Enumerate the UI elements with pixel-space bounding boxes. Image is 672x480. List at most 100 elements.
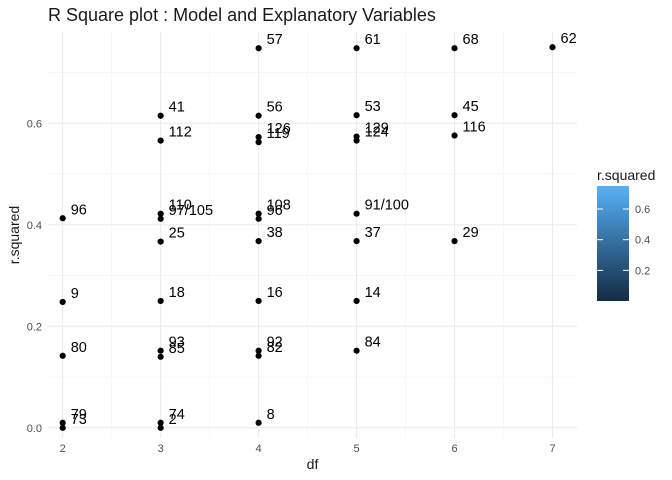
data-point (451, 132, 458, 139)
colorbar-legend: 0.2 0.4 0.6 (597, 186, 650, 301)
data-point (255, 419, 262, 426)
data-point (157, 353, 164, 360)
axes: 2 3 4 5 6 7 0.0 0.2 0.4 0.6 df r.squared (6, 118, 556, 472)
data-point (255, 133, 262, 141)
colorbar-tick-label: 0.4 (635, 235, 650, 247)
point-label: 79 (71, 407, 87, 423)
grid (48, 32, 577, 438)
point-label: 16 (267, 285, 283, 301)
point-label: 92 (267, 335, 283, 351)
point-label: 82 (267, 340, 283, 356)
data-point (157, 238, 164, 245)
data-point (353, 210, 360, 217)
data-point (59, 215, 66, 222)
point-label: 18 (169, 285, 185, 301)
point-label: 38 (267, 225, 283, 241)
data-point (59, 419, 66, 426)
point-label: 25 (169, 226, 185, 242)
data-point (157, 137, 164, 144)
data-point (157, 424, 164, 431)
point-label: 110 (169, 198, 192, 214)
x-tick-label: 3 (158, 443, 164, 455)
colorbar-tick-label: 0.6 (635, 204, 650, 216)
data-point (353, 45, 360, 52)
data-point (255, 215, 262, 222)
x-tick-label: 4 (256, 443, 262, 455)
point-label: 91/100 (365, 198, 409, 214)
data-point (157, 347, 164, 354)
data-point (255, 45, 262, 52)
data-point (59, 424, 66, 431)
data-point (255, 297, 262, 305)
data-point (255, 352, 262, 359)
point-label: 116 (463, 120, 486, 136)
data-point (451, 112, 458, 119)
point-label: 124 (365, 125, 389, 141)
data-point (255, 112, 262, 119)
point-label: 57 (267, 32, 283, 48)
y-tick-label: 0.4 (27, 220, 42, 232)
point-label: 112 (169, 125, 192, 141)
x-tick-label: 2 (60, 443, 66, 455)
point-label: 45 (463, 99, 479, 115)
data-point (157, 297, 164, 305)
y-tick-label: 0.0 (27, 423, 42, 435)
colorbar (597, 186, 629, 301)
x-axis-title: df (307, 456, 319, 472)
point-label: 97/105 (169, 203, 213, 219)
point-label: 8 (267, 407, 275, 423)
data-point (353, 347, 360, 354)
point-label: 126 (267, 121, 291, 137)
point-label: 62 (561, 31, 577, 47)
x-tick-label: 6 (451, 443, 457, 455)
x-tick-label: 5 (354, 443, 360, 455)
legend-title: r.squared (597, 167, 656, 183)
point-label: 96 (267, 203, 283, 219)
point-label: 29 (463, 225, 479, 241)
point-label: 129 (365, 121, 389, 137)
data-point (157, 215, 164, 222)
data-point (255, 210, 262, 217)
point-label: 37 (365, 225, 381, 241)
data-point (353, 112, 360, 119)
point-label: 108 (267, 198, 291, 214)
y-tick-label: 0.6 (27, 118, 42, 130)
point-label: 93 (169, 335, 185, 351)
data-point (255, 139, 262, 146)
data-point (59, 298, 66, 306)
points (59, 44, 556, 431)
y-axis-title: r.squared (6, 206, 22, 264)
point-label: 73 (71, 412, 87, 428)
y-tick-label: 0.2 (27, 321, 42, 333)
point-label: 85 (169, 341, 185, 357)
point-label: 68 (463, 32, 479, 48)
data-point (157, 112, 164, 119)
point-label: 14 (365, 285, 381, 301)
data-point (157, 210, 164, 217)
point-label: 2 (169, 412, 177, 428)
data-point (353, 137, 360, 144)
point-label: 84 (365, 335, 381, 351)
data-point (353, 297, 360, 305)
point-label: 74 (169, 407, 185, 423)
data-point (549, 44, 556, 51)
data-point (157, 419, 164, 426)
data-point (255, 347, 262, 354)
data-point (59, 352, 66, 359)
point-label: 56 (267, 100, 283, 116)
point-label: 96 (71, 202, 87, 218)
point-label: 119 (267, 126, 290, 142)
point-label: 80 (71, 340, 87, 356)
point-label: 41 (169, 100, 185, 116)
data-point (451, 45, 458, 52)
x-tick-label: 7 (549, 443, 555, 455)
data-point (353, 237, 360, 245)
point-label: 53 (365, 99, 381, 115)
point-label: 9 (71, 286, 79, 302)
chart-title: R Square plot : Model and Explanatory Va… (48, 5, 436, 25)
colorbar-tick-label: 0.2 (635, 265, 650, 277)
data-point (451, 237, 458, 245)
data-point (255, 237, 262, 245)
